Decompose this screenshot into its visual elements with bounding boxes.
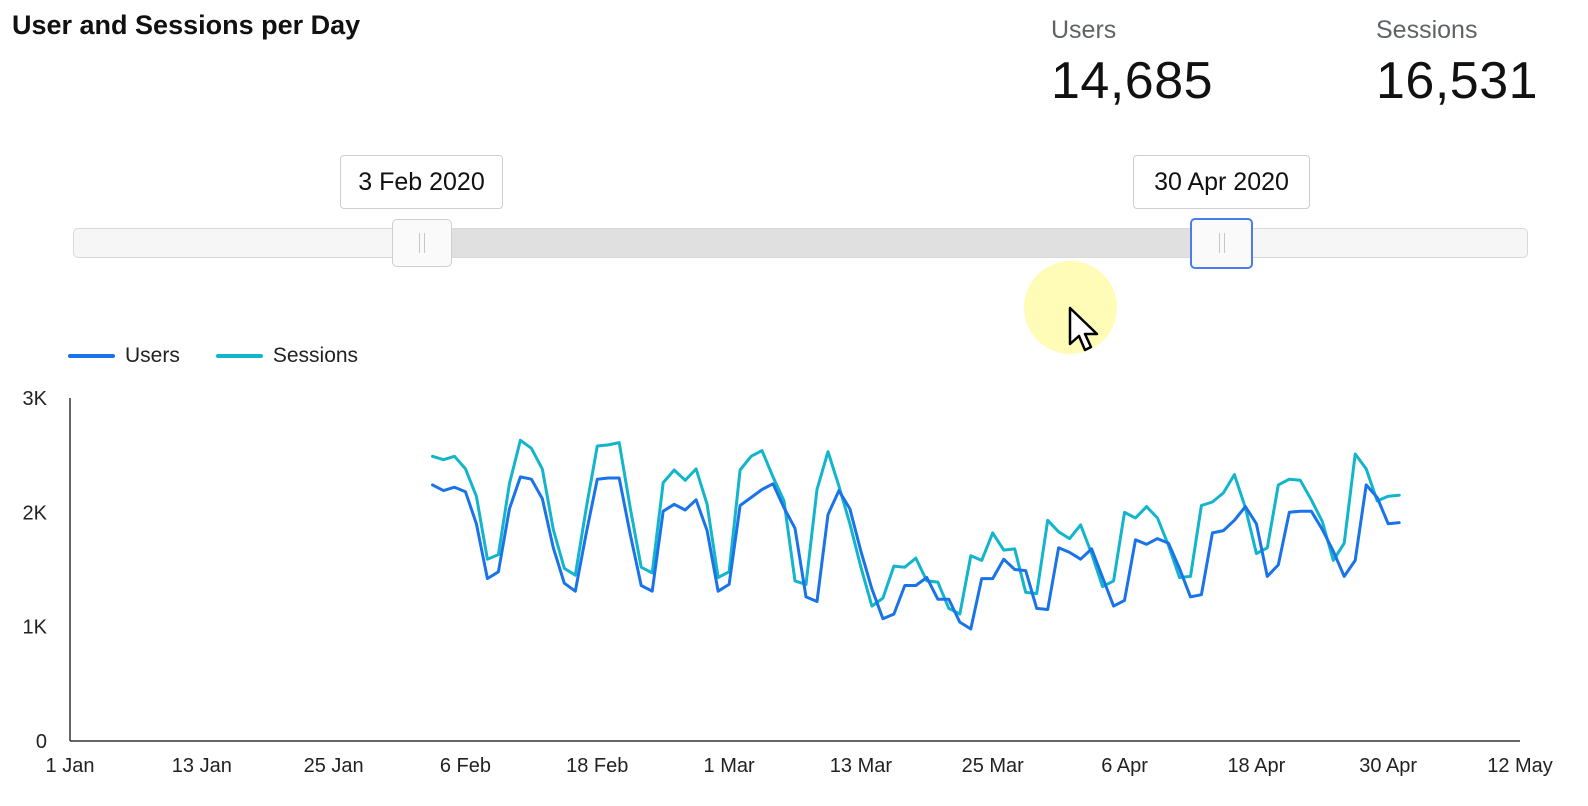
x-tick-label: 1 Jan xyxy=(46,755,95,777)
handle-grip-icon xyxy=(1224,233,1225,253)
kpi-users-value: 14,685 xyxy=(1051,52,1214,110)
x-tick-label: 6 Apr xyxy=(1101,755,1148,777)
legend-label-sessions: Sessions xyxy=(272,344,359,367)
series-line-sessions xyxy=(431,438,1401,616)
y-tick-label: 1K xyxy=(23,617,48,639)
x-tick-label: 25 Jan xyxy=(304,755,364,777)
kpi-users: Users 14,685 xyxy=(1051,16,1213,111)
x-tick-label: 30 Apr xyxy=(1359,755,1417,777)
date-range-selected xyxy=(421,229,1221,257)
y-tick-label: 2K xyxy=(23,502,48,524)
handle-grip-icon xyxy=(424,233,425,253)
x-tick-label: 13 Mar xyxy=(830,755,893,777)
legend-item-sessions[interactable]: Sessions xyxy=(215,344,359,368)
arrow-cursor-icon xyxy=(1068,306,1099,352)
legend-swatch-users xyxy=(68,354,115,358)
handle-grip-icon xyxy=(1219,233,1220,253)
legend-item-users[interactable]: Users xyxy=(68,344,180,368)
series-line-users xyxy=(431,475,1401,631)
kpi-sessions-value: 16,531 xyxy=(1376,52,1539,110)
x-tick-label: 6 Feb xyxy=(440,755,491,777)
x-tick-label: 12 May xyxy=(1487,755,1553,777)
legend-label-users: Users xyxy=(125,344,180,367)
start-date-label: 3 Feb 2020 xyxy=(340,155,503,209)
legend-swatch-sessions xyxy=(215,354,263,358)
y-tick-label: 3K xyxy=(23,388,48,410)
kpi-users-label: Users xyxy=(1051,16,1117,44)
kpi-sessions: Sessions 16,531 xyxy=(1376,16,1538,111)
chart-legend: Users Sessions xyxy=(68,344,394,368)
page-title: User and Sessions per Day xyxy=(12,10,361,40)
x-tick-label: 18 Apr xyxy=(1227,755,1285,777)
end-date-label: 30 Apr 2020 xyxy=(1133,155,1310,209)
start-date-handle[interactable] xyxy=(392,219,452,267)
x-tick-label: 1 Mar xyxy=(704,755,755,777)
x-tick-label: 13 Jan xyxy=(172,755,232,777)
x-tick-label: 25 Mar xyxy=(962,755,1025,777)
x-tick-label: 18 Feb xyxy=(566,755,628,777)
handle-grip-icon xyxy=(419,233,420,253)
kpi-sessions-label: Sessions xyxy=(1376,16,1478,44)
end-date-handle[interactable] xyxy=(1190,218,1253,269)
y-tick-label: 0 xyxy=(36,731,47,753)
